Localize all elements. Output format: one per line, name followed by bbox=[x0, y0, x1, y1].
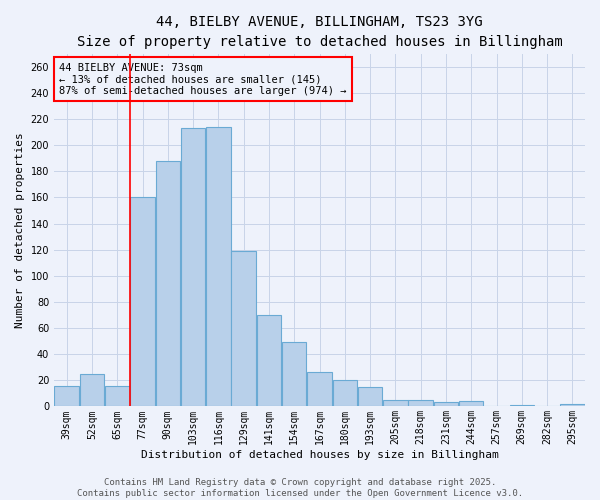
Bar bbox=[459, 401, 484, 406]
Bar bbox=[55, 386, 79, 406]
Title: 44, BIELBY AVENUE, BILLINGHAM, TS23 3YG
Size of property relative to detached ho: 44, BIELBY AVENUE, BILLINGHAM, TS23 3YG … bbox=[77, 15, 562, 48]
Text: Contains HM Land Registry data © Crown copyright and database right 2025.
Contai: Contains HM Land Registry data © Crown c… bbox=[77, 478, 523, 498]
Bar bbox=[80, 374, 104, 406]
Bar bbox=[232, 251, 256, 406]
X-axis label: Distribution of detached houses by size in Billingham: Distribution of detached houses by size … bbox=[140, 450, 499, 460]
Bar bbox=[206, 127, 230, 406]
Bar bbox=[307, 372, 332, 406]
Bar bbox=[332, 380, 357, 406]
Bar bbox=[409, 400, 433, 406]
Bar bbox=[155, 161, 180, 406]
Bar bbox=[358, 387, 382, 406]
Bar bbox=[282, 342, 307, 406]
Bar bbox=[105, 386, 130, 406]
Bar bbox=[383, 400, 407, 406]
Bar bbox=[257, 315, 281, 406]
Bar bbox=[434, 402, 458, 406]
Bar bbox=[181, 128, 205, 406]
Bar bbox=[130, 198, 155, 406]
Y-axis label: Number of detached properties: Number of detached properties bbox=[15, 132, 25, 328]
Bar bbox=[509, 405, 534, 406]
Text: 44 BIELBY AVENUE: 73sqm
← 13% of detached houses are smaller (145)
87% of semi-d: 44 BIELBY AVENUE: 73sqm ← 13% of detache… bbox=[59, 62, 347, 96]
Bar bbox=[560, 404, 584, 406]
